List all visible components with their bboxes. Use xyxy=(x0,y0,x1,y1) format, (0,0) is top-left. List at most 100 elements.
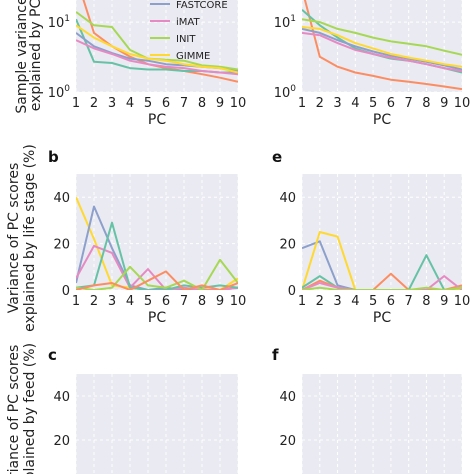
series-line-GIMME xyxy=(302,231,462,290)
y-tick-label: 40 xyxy=(279,390,296,405)
panel-letter-c: c xyxy=(48,346,57,364)
ylabel-middle-line2: explained by life stage (%) xyxy=(22,144,38,332)
x-tick-label: 7 xyxy=(180,294,188,309)
series-line-INIT xyxy=(302,18,462,56)
plot-background xyxy=(76,374,238,474)
series-line-iMAT xyxy=(76,39,238,76)
x-tick-label: 4 xyxy=(351,294,359,309)
legend-label-fastcore: FASTCORE xyxy=(176,0,228,11)
y-tick-label: 0 xyxy=(288,284,296,299)
x-tick-label: 6 xyxy=(162,294,170,309)
y-tick-label: 40 xyxy=(279,191,296,206)
x-tick-label: 4 xyxy=(351,96,359,111)
ylabel-bottom-line1: Variance of PC scores xyxy=(6,345,22,474)
legend: FASTCORE iMAT INIT GIMME xyxy=(150,0,228,62)
series-line-GIMME xyxy=(302,26,462,68)
x-tick-label: 10 xyxy=(230,96,247,111)
series-line-FASTCORE xyxy=(302,27,462,71)
x-tick-label: 1 xyxy=(298,96,306,111)
y-tick-label: 101 xyxy=(274,14,296,31)
series-line-extra1 xyxy=(302,272,462,290)
legend-label-init: INIT xyxy=(176,34,196,45)
series-line-extra1 xyxy=(303,0,462,91)
x-tick-label: 3 xyxy=(333,96,341,111)
x-tick-label: 10 xyxy=(230,294,247,309)
y-tick-label: 40 xyxy=(53,390,70,405)
y-tick-exponent: 0 xyxy=(64,84,70,94)
y-tick-exponent: 0 xyxy=(290,84,296,94)
x-tick-label: 5 xyxy=(144,294,152,309)
x-tick-label: 8 xyxy=(422,96,430,111)
y-tick-label: 0 xyxy=(62,284,70,299)
ylabel-bottom-line2: explained by feed (%) xyxy=(22,343,38,474)
plot-background xyxy=(76,174,238,290)
y-tick-label: 20 xyxy=(279,434,296,449)
plot-background xyxy=(302,174,462,290)
x-tick-label: 3 xyxy=(108,294,116,309)
y-tick-exponent: 1 xyxy=(64,14,70,24)
panel-top-right: 100 101 1 2 3 4 5 6 7 8 9 10 PC xyxy=(274,0,471,128)
panel-b: 0 20 40 1 2 3 4 5 6 7 8 9 10 PC xyxy=(53,174,246,326)
x-tick-label: 6 xyxy=(162,96,170,111)
series-line-iMAT xyxy=(76,244,238,290)
x-tick-label: 2 xyxy=(316,96,324,111)
x-tick-label: 8 xyxy=(422,294,430,309)
x-tick-label: 2 xyxy=(316,294,324,309)
x-tick-label: 5 xyxy=(369,96,377,111)
x-tick-label: 9 xyxy=(440,96,448,111)
x-tick-label: 2 xyxy=(90,96,98,111)
x-tick-label: 2 xyxy=(90,294,98,309)
x-tick-label: 6 xyxy=(387,294,395,309)
ylabel-middle-line1: Variance of PC scores xyxy=(6,163,22,313)
x-tick-label: 1 xyxy=(72,96,80,111)
series-line-extra2 xyxy=(302,254,462,290)
series-line-INIT xyxy=(76,258,238,290)
x-tick-label: 9 xyxy=(440,294,448,309)
plot-background xyxy=(302,374,462,474)
panel-letter-f: f xyxy=(272,346,279,364)
x-tick-label: 1 xyxy=(72,294,80,309)
y-tick-label: 20 xyxy=(53,434,70,449)
panel-letter-e: e xyxy=(272,148,282,166)
x-axis-label: PC xyxy=(148,112,166,128)
x-tick-label: 3 xyxy=(333,294,341,309)
y-tick-label: 100 xyxy=(274,84,297,101)
series-line-extra2 xyxy=(76,221,238,290)
x-tick-label: 10 xyxy=(454,96,471,111)
y-tick-label: 101 xyxy=(48,14,70,31)
x-tick-label: 1 xyxy=(298,294,306,309)
y-tick-label: 40 xyxy=(53,191,70,206)
x-tick-label: 5 xyxy=(369,294,377,309)
series-line-iMAT xyxy=(302,31,462,72)
x-axis-label: PC xyxy=(373,112,391,128)
x-tick-label: 4 xyxy=(126,294,134,309)
series-line-GIMME xyxy=(76,196,238,290)
x-tick-label: 4 xyxy=(126,96,134,111)
series-line-iMAT xyxy=(302,275,462,290)
legend-label-gimme: GIMME xyxy=(176,51,210,62)
series-line-FASTCORE xyxy=(302,240,462,290)
x-tick-label: 6 xyxy=(387,96,395,111)
x-tick-label: 9 xyxy=(216,294,224,309)
y-tick-label: 100 xyxy=(48,84,71,101)
ylabel-top-line2: explained by PC xyxy=(28,0,44,111)
plot-background xyxy=(76,0,238,92)
x-axis-label: PC xyxy=(373,310,391,326)
x-tick-label: 10 xyxy=(454,294,471,309)
x-tick-label: 7 xyxy=(405,96,413,111)
y-tick-label: 20 xyxy=(279,238,296,253)
series-line-FASTCORE xyxy=(76,205,238,290)
series-line-extra1 xyxy=(76,270,238,290)
x-tick-label: 5 xyxy=(144,96,152,111)
x-tick-label: 3 xyxy=(108,96,116,111)
series-line-INIT xyxy=(302,286,462,290)
panel-e: 0 20 40 1 2 3 4 5 6 7 8 9 10 PC xyxy=(279,174,470,326)
y-tick-label: 20 xyxy=(53,238,70,253)
x-tick-label: 9 xyxy=(216,96,224,111)
x-tick-label: 8 xyxy=(198,96,206,111)
series-line-GIMME xyxy=(76,24,238,74)
